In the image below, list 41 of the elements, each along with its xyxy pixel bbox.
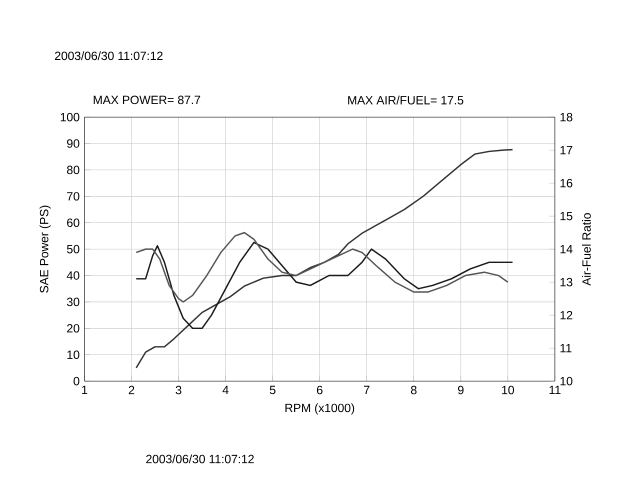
y2-tick-label: 14	[560, 245, 573, 254]
y-tick-label: 80	[67, 166, 80, 174]
y2-tick-label: 11	[560, 344, 572, 352]
y2-tick-label: 15	[560, 212, 572, 220]
x-tick-label: 6	[316, 386, 322, 394]
y2-tick-label: 12	[560, 310, 572, 320]
line-series	[135, 148, 514, 369]
y2-tick-label: 16	[560, 178, 572, 188]
line-series	[135, 242, 514, 330]
y-tick-label: 100	[60, 112, 80, 122]
x-tick-label: 9	[458, 386, 464, 394]
line-series	[135, 232, 509, 303]
y-tick-label: 90	[67, 139, 80, 148]
x-tick-label: 10	[502, 386, 514, 394]
x-tick-label: 1	[82, 386, 88, 394]
x-axis-title: RPM (x1000)	[285, 403, 354, 415]
x-tick-label: 4	[222, 386, 229, 394]
text: MAX AIR/FUEL= 17.5	[348, 96, 464, 104]
y2-tick-label: 10	[560, 376, 572, 386]
x-tick-label: 5	[270, 386, 276, 394]
y-tick-label: 50	[66, 244, 80, 254]
text: MAX POWER= 87.7	[94, 96, 200, 104]
y-tick-label: 0	[74, 376, 80, 386]
y2-tick-label: 13	[560, 278, 572, 286]
x-tick-label: 3	[176, 386, 182, 394]
x-tick-label: 11	[550, 386, 561, 394]
y2-tick-label: 17	[560, 146, 572, 154]
x-tick-label: 8	[410, 386, 417, 394]
y-tick-label: 30	[66, 298, 80, 306]
y2-axis-title: Air-Fuel Ratio	[582, 213, 591, 286]
y-tick-label: 10	[67, 350, 80, 359]
x-tick-label: 7	[364, 386, 370, 394]
y-axis-title: SAE Power (PS)	[40, 206, 51, 293]
y-tick-label: 60	[67, 218, 80, 227]
y-tick-label: 20	[67, 324, 80, 333]
y-tick-label: 70	[67, 192, 80, 201]
x-tick-label: 2	[128, 386, 134, 394]
y2-tick-label: 18	[560, 112, 572, 122]
text: 2003/06/30 11:07:12	[55, 51, 163, 60]
text: 2003/06/30 11:07:12	[146, 454, 254, 464]
y-tick-label: 40	[66, 271, 80, 280]
